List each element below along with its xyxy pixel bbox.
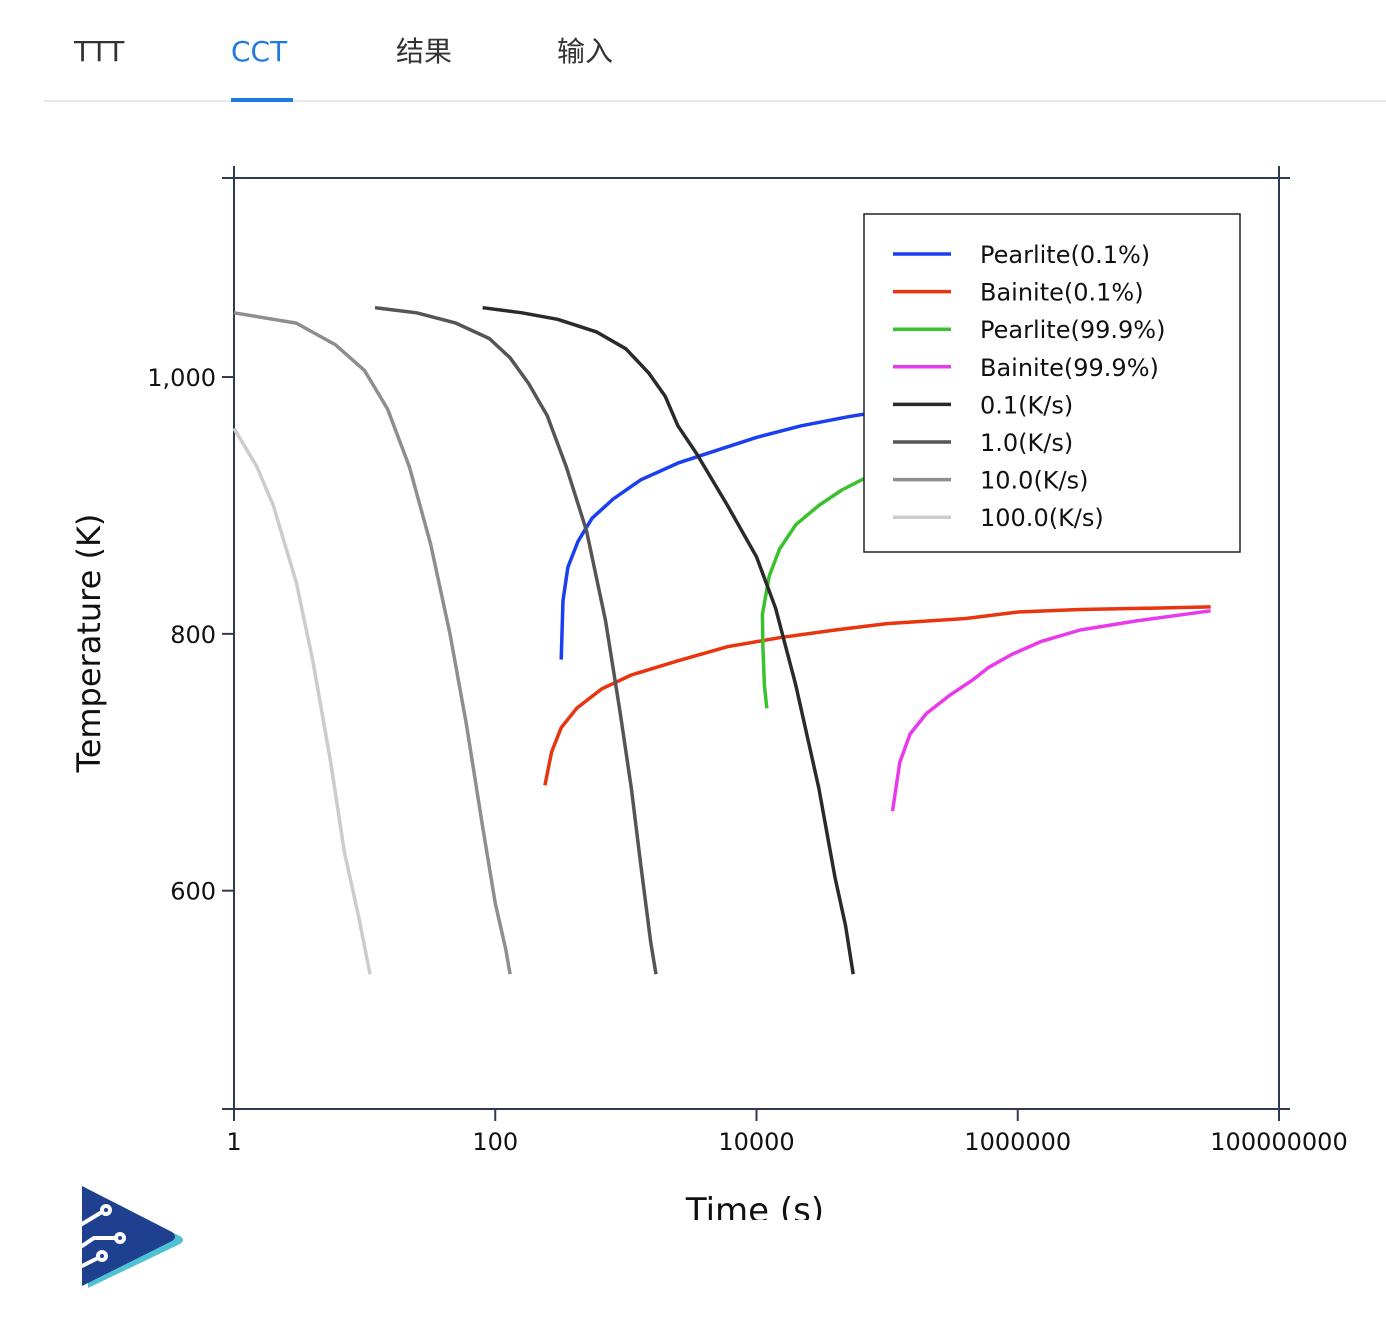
legend: Pearlite(0.1%) Bainite(0.1%) Pearlite(99.9…: [863, 213, 1241, 553]
x-tick-label: 1000000: [964, 1128, 1071, 1156]
tab-input[interactable]: 输入: [557, 35, 614, 68]
legend-label: 0.1(K/s): [980, 391, 1073, 419]
tab-ttt[interactable]: TTT: [74, 35, 125, 68]
legend-label: 10.0(K/s): [980, 467, 1089, 495]
active-tab-indicator: [231, 98, 293, 102]
series-line-5: [374, 305, 658, 975]
series-line-2: [760, 467, 888, 709]
x-axis-label: Time (s): [685, 1191, 824, 1220]
tab-bar: TTT CCT 结果 输入: [44, 0, 1386, 102]
y-tick-label: 800: [170, 621, 216, 649]
tab-results[interactable]: 结果: [396, 35, 453, 68]
x-tick-label: 10000: [718, 1128, 794, 1156]
series-line-1: [543, 605, 1211, 786]
y-tick-label: 600: [170, 878, 216, 906]
x-tick-label: 100000000: [1210, 1128, 1347, 1156]
series-line-4: [482, 305, 855, 975]
legend-box: [863, 213, 1241, 553]
legend-label: Bainite(0.1%): [980, 279, 1144, 307]
legend-label: 1.0(K/s): [980, 429, 1073, 457]
y-axis-label: Temperature (K): [70, 514, 108, 774]
x-tick-label: 1: [226, 1128, 241, 1156]
play-circuit-logo-icon: [80, 1186, 183, 1288]
axis-ticks: 1 100 10000 1000000 100000000 600 800 1,000: [147, 364, 1347, 1156]
legend-label: Pearlite(0.1%): [980, 241, 1150, 269]
y-tick-label: 1,000: [147, 364, 216, 392]
series-line-6: [233, 311, 512, 975]
legend-label: 100.0(K/s): [980, 504, 1104, 532]
tab-cct[interactable]: CCT: [231, 35, 288, 68]
legend-label: Pearlite(99.9%): [980, 316, 1165, 344]
legend-label: Bainite(99.9%): [980, 354, 1159, 382]
cct-chart: 1 100 10000 1000000 100000000 600 800 1,000 Pea…: [70, 166, 1348, 1220]
x-tick-label: 100: [472, 1128, 518, 1156]
series-line-0: [559, 404, 927, 660]
series-line-7: [232, 427, 372, 975]
series-layer: [232, 305, 1211, 975]
series-line-3: [890, 609, 1211, 812]
